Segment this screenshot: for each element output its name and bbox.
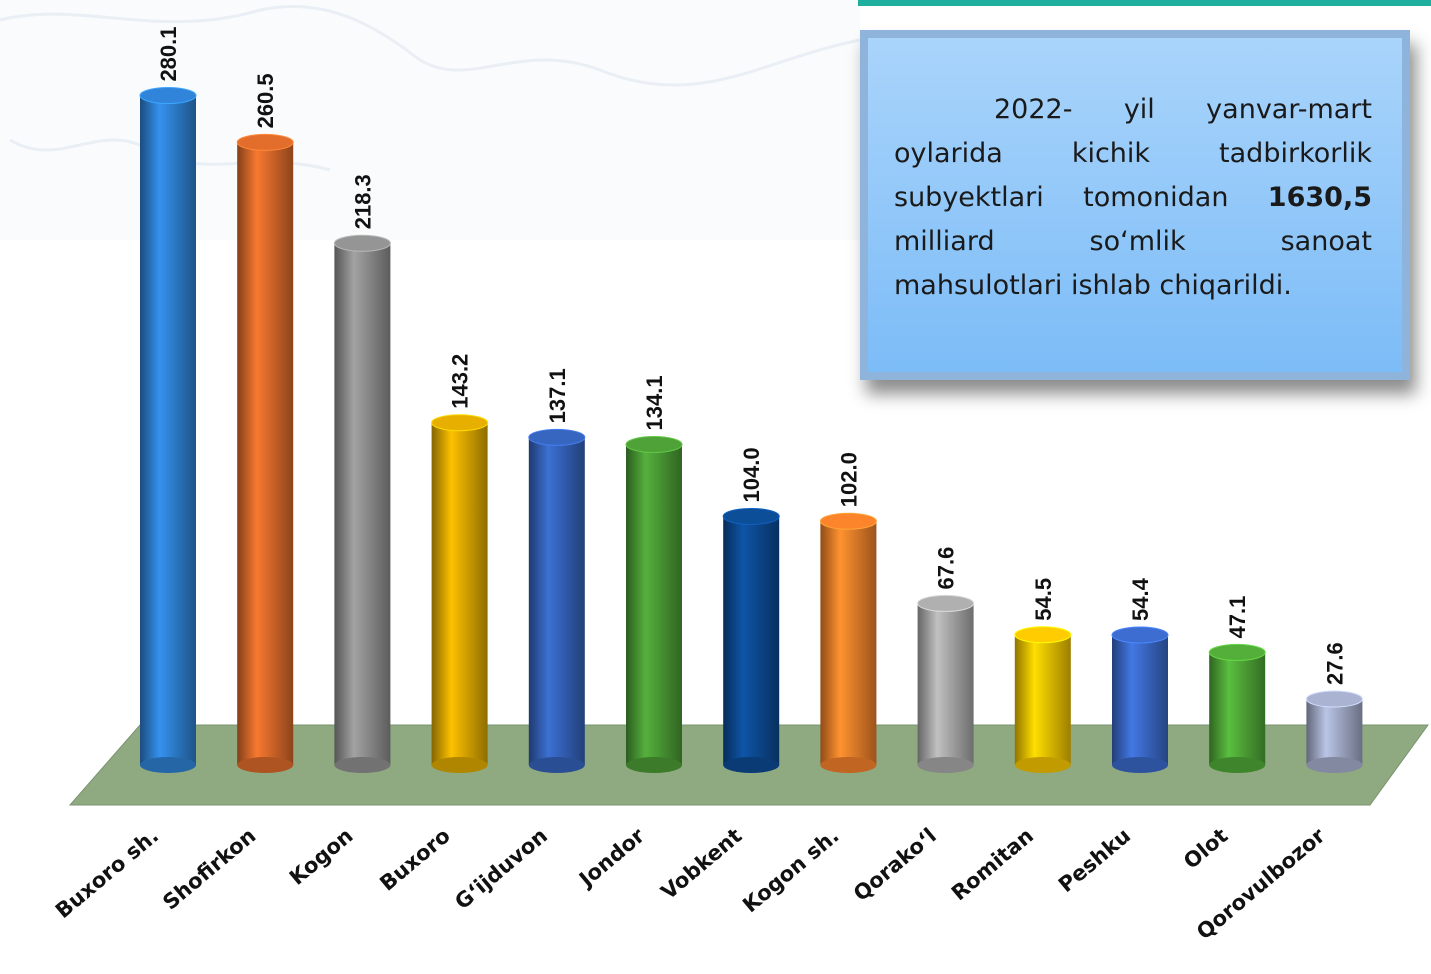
top-bar: [858, 0, 1431, 6]
annotation-bold: 1630,5: [1267, 182, 1372, 213]
bar: [1208, 643, 1266, 773]
value-label: 67.6: [934, 547, 959, 590]
value-label: 47.1: [1225, 596, 1250, 639]
value-label: 280.1: [156, 26, 181, 81]
bar: [1014, 626, 1072, 773]
x-tick-label: Jondor: [573, 823, 649, 893]
x-tick-label: Qorako‘l: [849, 823, 941, 906]
value-label: 27.6: [1322, 642, 1347, 685]
value-label: 143.2: [448, 354, 473, 409]
value-label: 102.0: [836, 452, 861, 507]
bar: [917, 594, 975, 773]
bar: [722, 507, 780, 773]
value-label: 54.4: [1128, 577, 1153, 621]
value-label: 137.1: [545, 368, 570, 423]
x-tick-label: Vobkent: [657, 823, 747, 904]
value-label: 54.5: [1031, 578, 1056, 621]
x-tick-label: Kogon: [285, 823, 358, 889]
x-tick-label: Kogon sh.: [738, 823, 843, 917]
bar: [1305, 690, 1363, 773]
bar: [139, 87, 197, 773]
bar: [819, 512, 877, 773]
bar: [528, 428, 586, 773]
bar: [431, 414, 489, 773]
x-tick-label: Shofirkon: [158, 823, 260, 914]
x-tick-label: Buxoro: [375, 823, 455, 895]
bar: [333, 234, 391, 773]
annotation-text: milliard so‘mlik sanoat mahsulotlari ish…: [894, 226, 1372, 301]
x-tick-label: Peshku: [1054, 823, 1135, 897]
x-tick-label: Olot: [1179, 823, 1232, 873]
annotation-text: 2022- yil yanvar-mart oylarida kichik ta…: [894, 94, 1372, 213]
bar: [1111, 626, 1169, 773]
x-tick-label: Buxoro sh.: [51, 823, 163, 923]
value-label: 134.1: [642, 375, 667, 430]
bar: [236, 133, 294, 773]
background-map: [0, 0, 861, 240]
x-tick-label: G‘ijduvon: [450, 823, 552, 914]
value-label: 104.0: [739, 447, 764, 502]
value-label: 218.3: [350, 174, 375, 229]
bar: [625, 436, 683, 773]
x-tick-label: Romitan: [947, 823, 1038, 905]
annotation: 2022- yil yanvar-mart oylarida kichik ta…: [860, 30, 1410, 380]
value-label: 260.5: [253, 73, 278, 128]
